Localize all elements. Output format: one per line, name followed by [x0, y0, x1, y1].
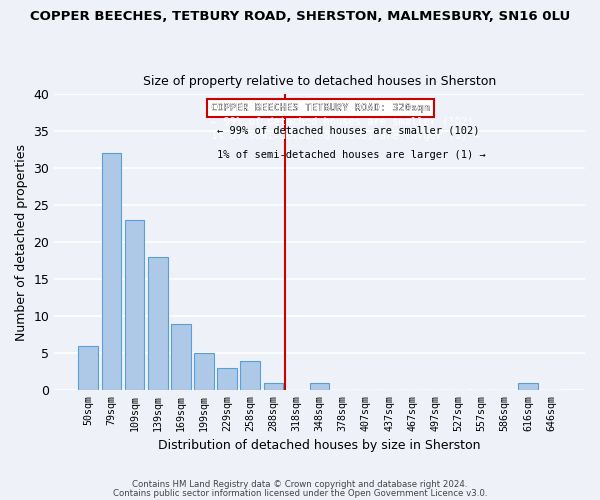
Text: Contains HM Land Registry data © Crown copyright and database right 2024.: Contains HM Land Registry data © Crown c… — [132, 480, 468, 489]
Bar — [263, 383, 283, 390]
Bar — [148, 257, 167, 390]
Bar — [171, 324, 191, 390]
Bar — [79, 346, 98, 391]
Text: COPPER BEECHES TETBURY ROAD: 320sqm
← 99% of detached houses are smaller (102)
1: COPPER BEECHES TETBURY ROAD: 320sqm ← 99… — [211, 102, 479, 141]
Text: COPPER BEECHES TETBURY ROAD: 320sqm: COPPER BEECHES TETBURY ROAD: 320sqm — [211, 102, 430, 113]
Bar — [194, 353, 214, 391]
Bar — [217, 368, 237, 390]
Bar — [518, 383, 538, 390]
X-axis label: Distribution of detached houses by size in Sherston: Distribution of detached houses by size … — [158, 440, 481, 452]
Text: Contains public sector information licensed under the Open Government Licence v3: Contains public sector information licen… — [113, 490, 487, 498]
Text: COPPER BEECHES, TETBURY ROAD, SHERSTON, MALMESBURY, SN16 0LU: COPPER BEECHES, TETBURY ROAD, SHERSTON, … — [30, 10, 570, 23]
Text: 1% of semi-detached houses are larger (1) →: 1% of semi-detached houses are larger (1… — [217, 150, 486, 160]
Bar — [125, 220, 145, 390]
Title: Size of property relative to detached houses in Sherston: Size of property relative to detached ho… — [143, 76, 496, 88]
Bar — [241, 360, 260, 390]
Bar — [101, 153, 121, 390]
Text: COPPER BEECHES TETBURY ROAD: 320sqm
← 99% of detached houses are smaller (102)
1: COPPER BEECHES TETBURY ROAD: 320sqm ← 99… — [211, 102, 479, 141]
Bar — [310, 383, 329, 390]
Text: ← 99% of detached houses are smaller (102): ← 99% of detached houses are smaller (10… — [217, 126, 480, 136]
Y-axis label: Number of detached properties: Number of detached properties — [15, 144, 28, 340]
